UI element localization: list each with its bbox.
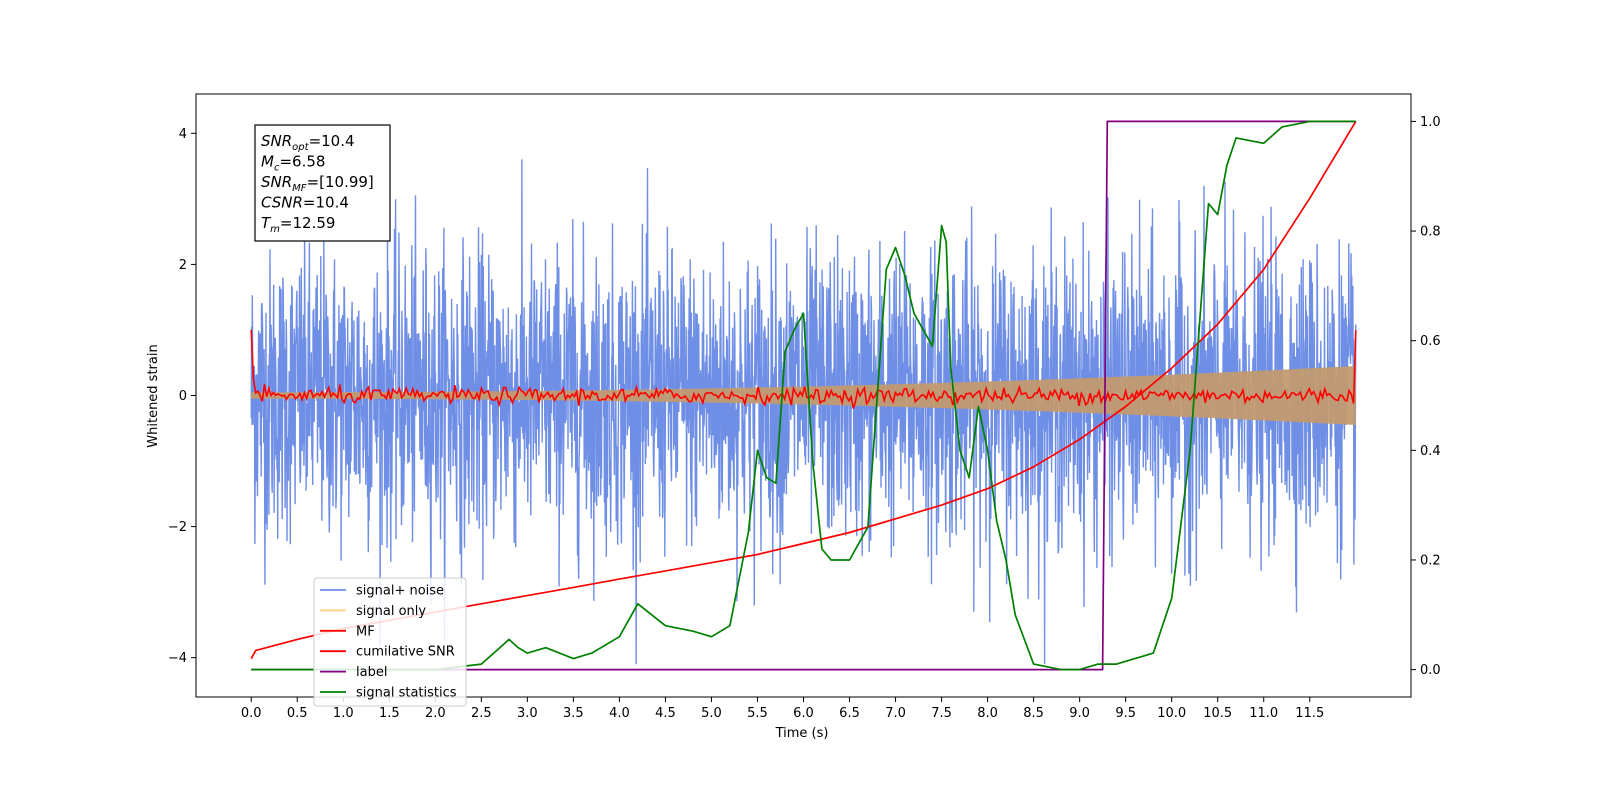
x-axis-label: Time (s) [775,726,829,741]
x-tick-label: 8.0 [977,706,998,721]
x-tick-label: 1.0 [333,706,354,721]
legend-label: cumilative SNR [356,645,455,660]
x-tick-label: 8.5 [1023,706,1044,721]
y-left-tick-label: −4 [168,651,187,666]
annotation-line: SNRopt=10.4 [261,132,355,153]
x-tick-label: 5.0 [701,706,722,721]
x-tick-label: 9.0 [1069,706,1090,721]
y-right-tick-label: 0.8 [1420,225,1441,240]
x-tick-label: 1.5 [379,706,400,721]
legend-label: signal only [356,604,426,619]
annotation-box: SNRopt=10.4Mc=6.58SNRMF=[10.99]CSNR=10.4… [254,124,391,242]
legend-label: signal+ noise [356,584,444,599]
y-left-tick-label: −2 [168,520,187,535]
x-tick-label: 0.5 [287,706,308,721]
x-tick-label: 2.0 [425,706,446,721]
x-tick-label: 6.5 [839,706,860,721]
x-tick-label: 4.0 [609,706,630,721]
y-left-axis: 4 2 0 −2 −4 [168,127,196,666]
x-tick-label: 11.0 [1249,706,1278,721]
x-tick-label: 3.0 [517,706,538,721]
x-axis: 0.0 0.5 1.0 1.5 2.0 2.5 3.0 3.5 4.0 4.5 5.0 5.5 6.0 6… [241,697,1324,721]
legend-label: label [356,665,387,680]
y-right-axis: 1.0 0.8 0.6 0.4 0.2 0.0 [1411,115,1441,678]
x-tick-label: 10.0 [1157,706,1186,721]
y-axis-label: Whitened strain [146,344,161,447]
series-signal-only-band [251,366,1356,425]
y-left-tick-label: 4 [179,127,187,142]
y-right-tick-label: 0.6 [1420,334,1441,349]
series-label-line [251,120,1356,671]
annotation-line: CSNR=10.4 [261,194,349,212]
x-tick-label: 0.0 [241,706,262,721]
annotation-line: SNRMF=[10.99] [261,173,374,194]
series-mf-line [250,329,1357,409]
legend-label: MF [356,624,375,639]
x-tick-label: 5.5 [747,706,768,721]
y-right-tick-label: 0.0 [1420,663,1441,678]
series-signal-noise-line [250,159,1357,665]
annotation-frame [254,124,391,242]
x-tick-label: 2.5 [471,706,492,721]
x-tick-label: 11.5 [1295,706,1324,721]
y-left-tick-label: 2 [179,258,187,273]
y-right-tick-label: 0.4 [1420,444,1441,459]
y-right-tick-label: 1.0 [1420,115,1441,130]
legend-label: signal statistics [356,686,457,701]
x-tick-label: 7.5 [931,706,952,721]
x-tick-label: 4.5 [655,706,676,721]
series-signal-statistics-line [251,120,1356,671]
annotation-line: Mc=6.58 [261,153,325,174]
legend-frame [313,577,467,707]
x-tick-label: 9.5 [1115,706,1136,721]
x-tick-label: 6.0 [793,706,814,721]
annotation-line: Tm=12.59 [261,214,335,235]
x-tick-label: 7.0 [885,706,906,721]
x-tick-label: 10.5 [1203,706,1232,721]
legend: signal+ noise signal only MF cumilative SNR… [313,577,467,707]
y-right-tick-label: 0.2 [1420,553,1441,568]
x-tick-label: 3.5 [563,706,584,721]
y-left-tick-label: 0 [179,389,187,404]
